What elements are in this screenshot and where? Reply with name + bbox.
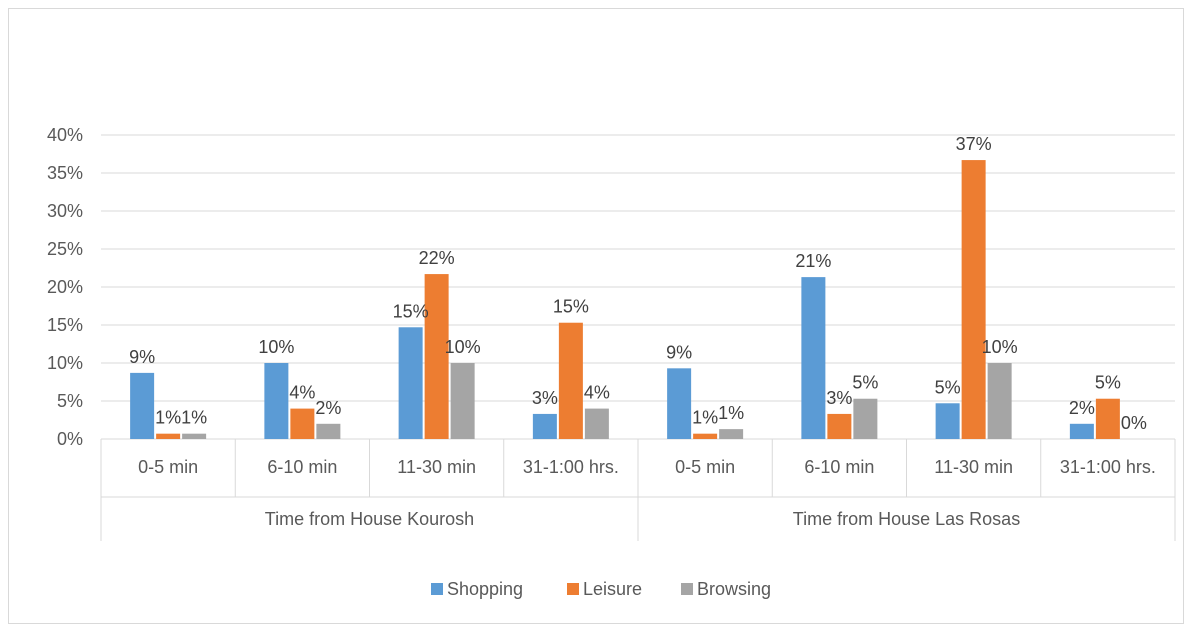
data-label: 3% <box>826 388 852 408</box>
y-tick-label: 30% <box>47 201 83 221</box>
bar-leisure <box>424 274 449 439</box>
bar-shopping <box>264 363 289 439</box>
data-label: 1% <box>155 408 181 428</box>
legend-label: Browsing <box>697 579 771 599</box>
group-label: Time from House Kourosh <box>265 509 474 529</box>
legend-swatch-browsing <box>681 583 693 595</box>
bars <box>130 160 1120 439</box>
bar-shopping <box>398 327 423 439</box>
y-tick-label: 0% <box>57 429 83 449</box>
category-label: 6-10 min <box>267 457 337 477</box>
legend-swatch-shopping <box>431 583 443 595</box>
bar-leisure <box>156 433 181 439</box>
bar-browsing <box>853 398 878 439</box>
y-tick-label: 5% <box>57 391 83 411</box>
category-label: 31-1:00 hrs. <box>1060 457 1156 477</box>
bar-browsing <box>316 423 341 439</box>
y-tick-label: 20% <box>47 277 83 297</box>
bar-leisure <box>290 408 315 439</box>
data-label: 5% <box>1095 373 1121 393</box>
data-label: 9% <box>129 347 155 367</box>
data-label: 15% <box>553 297 589 317</box>
legend-label: Shopping <box>447 579 523 599</box>
category-label: 6-10 min <box>804 457 874 477</box>
bar-leisure <box>1095 398 1120 439</box>
data-label: 4% <box>584 383 610 403</box>
bar-shopping <box>667 368 692 439</box>
data-label: 15% <box>393 301 429 321</box>
y-tick-label: 10% <box>47 353 83 373</box>
legend-label: Leisure <box>583 579 642 599</box>
bar-shopping <box>801 277 826 439</box>
data-label: 3% <box>532 388 558 408</box>
y-axis: 0% 5% 10% 15% 20% 25% 30% 35% 40% <box>47 125 83 449</box>
bar-leisure <box>827 413 852 439</box>
data-label: 2% <box>1069 398 1095 418</box>
category-label: 11-30 min <box>934 457 1013 477</box>
data-label: 10% <box>982 337 1018 357</box>
data-labels: 9% 10%15%3%9%21%5%2%1%4%22%15%1%3%37%5%1%… <box>129 134 1147 433</box>
bar-leisure <box>961 160 986 439</box>
bar-chart: 0%5%10%15%20%25%30%35%40% 9% 10%15%3%9%21… <box>47 125 1176 599</box>
category-label: 11-30 min <box>397 457 476 477</box>
data-label: 1% <box>718 403 744 423</box>
data-label: 22% <box>419 248 455 268</box>
y-tick-label: 25% <box>47 239 83 259</box>
bar-browsing <box>450 363 475 439</box>
data-label: 37% <box>956 134 992 154</box>
gridlines <box>101 134 1175 440</box>
legend-swatch-leisure <box>567 583 579 595</box>
category-label: 31-1:00 hrs. <box>523 457 619 477</box>
data-label: 9% <box>666 342 692 362</box>
data-label: 4% <box>289 383 315 403</box>
bar-shopping <box>935 403 960 439</box>
legend: Shopping Leisure Browsing <box>431 579 771 599</box>
bar-browsing <box>987 363 1012 439</box>
data-label: 5% <box>935 377 961 397</box>
category-label: 0-5 min <box>675 457 735 477</box>
bar-leisure <box>558 322 583 439</box>
bar-browsing <box>584 408 609 439</box>
bar-browsing <box>719 429 744 439</box>
data-label: 0% <box>1121 413 1147 433</box>
data-label: 1% <box>692 408 718 428</box>
y-tick-label: 35% <box>47 163 83 183</box>
bar-leisure <box>693 433 718 439</box>
group-label: Time from House Las Rosas <box>793 509 1020 529</box>
data-label: 10% <box>258 337 294 357</box>
data-label: 10% <box>445 337 481 357</box>
data-label: 2% <box>315 398 341 418</box>
chart-frame: 0% 5% 10% 15% 20% 25% 30% 35% 40% 9% 10% 15% 3% 9% 21… <box>8 8 1184 624</box>
data-label: 5% <box>852 373 878 393</box>
bar-browsing <box>182 433 207 439</box>
bar-shopping <box>532 413 557 439</box>
bar-shopping <box>1069 423 1094 439</box>
y-tick-label: 40% <box>47 125 83 145</box>
x-axis: 0-5 min 6-10 min 11-30 min 31-1:00 hrs. 0-5 … <box>100 439 1176 541</box>
data-label: 21% <box>795 251 831 271</box>
category-label: 0-5 min <box>138 457 198 477</box>
bar-shopping <box>130 372 155 439</box>
data-label: 1% <box>181 408 207 428</box>
y-tick-label: 15% <box>47 315 83 335</box>
